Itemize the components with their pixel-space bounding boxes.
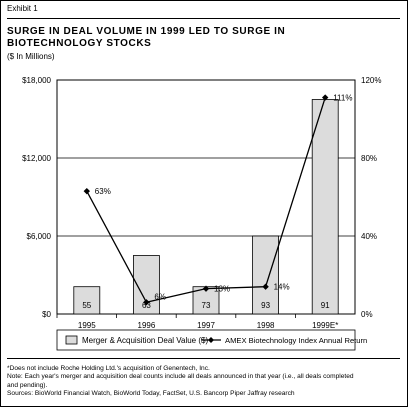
chart-svg: $0 $6,000 $12,000 $18,000 0% 40% 80% 120% 55 63 73… [22, 76, 381, 351]
y-right-tick-label: 120% [361, 76, 381, 85]
bar-count-label: 63 [142, 301, 151, 310]
bar-count-label: 91 [321, 301, 330, 310]
bar [311, 99, 339, 315]
y-right-tick-label: 0% [361, 310, 373, 319]
y-left-tick-label: $18,000 [22, 76, 51, 85]
return-data-label: 6% [154, 292, 166, 301]
return-data-label: 13% [214, 285, 230, 294]
x-tick-label: 1996 [138, 321, 156, 330]
return-point [83, 187, 90, 195]
return-line [86, 97, 326, 304]
return-point [143, 299, 150, 306]
bottom-rule [7, 358, 400, 359]
plot-border [56, 79, 356, 315]
x-tick-label: 1997 [197, 321, 215, 330]
bar [252, 235, 280, 315]
note-line-2: and pending). [7, 381, 48, 389]
return-point [262, 283, 269, 290]
x-tick-label: 1995 [78, 321, 96, 330]
note-line-1: Note: Each year's merger and acquisition… [7, 373, 354, 381]
x-tick-label: 1998 [257, 321, 275, 330]
legend-line-label: AMEX Biotechnology Index Annual Return [225, 336, 367, 345]
y-left-tick-label: $6,000 [27, 232, 52, 241]
return-point [202, 285, 210, 292]
x-tick-label: 1999E* [312, 321, 338, 330]
footnote: *Does not include Roche Holding Ltd.'s a… [7, 365, 210, 372]
chart-subtitle: ($ In Millions) [7, 52, 55, 61]
exhibit-label: Exhibit 1 [7, 4, 38, 13]
return-data-label: 111% [333, 94, 352, 103]
y-right-tick-label: 40% [361, 232, 377, 241]
sources: Sources: BioWorld Financial Watch, BioWo… [7, 390, 295, 398]
return-point [322, 94, 329, 101]
bar-count-label: 55 [82, 301, 91, 310]
return-data-label: 63% [95, 187, 111, 196]
title-line-2: BIOTECHNOLOGY STOCKS [7, 38, 152, 49]
bar-count-label: 93 [261, 301, 270, 310]
y-left-tick-label: $12,000 [22, 154, 51, 163]
legend-line-marker [208, 337, 214, 343]
legend-bar-label: Merger & Acquisition Deal Value ($) [82, 336, 208, 345]
title-line-1: SURGE IN DEAL VOLUME IN 1999 LED TO SURG… [7, 26, 286, 37]
y-left-tick-label: $0 [42, 310, 51, 319]
bar [73, 286, 101, 315]
notes: *Does not include Roche Holding Ltd.'s a… [7, 365, 403, 399]
bar-count-label: 73 [202, 301, 211, 310]
y-right-tick-label: 80% [361, 154, 377, 163]
legend-bar-swatch [65, 335, 78, 345]
return-data-label: 14% [274, 283, 290, 292]
legend-box [56, 329, 356, 351]
chart-title: SURGE IN DEAL VOLUME IN 1999 LED TO SURG… [7, 26, 397, 50]
top-rule [7, 18, 400, 19]
